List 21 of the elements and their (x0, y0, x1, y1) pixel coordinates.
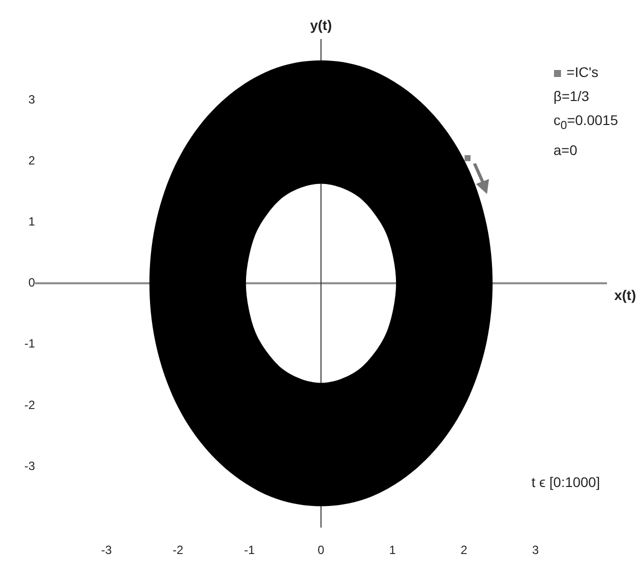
y-tick-label: -3 (24, 458, 36, 473)
x-tick-label: 0 (318, 543, 325, 558)
x-tick-label: 3 (532, 543, 540, 558)
x-tick-label: 2 (460, 543, 468, 558)
y-axis-title: y(t) (310, 16, 332, 33)
x-tick-label: -2 (172, 543, 184, 558)
y-tick-label: 3 (28, 92, 36, 106)
x-tick-label: 1 (389, 543, 396, 558)
y-tick-label: 2 (28, 153, 36, 168)
annotation: c$_{0}$=0.0015 (554, 111, 618, 134)
annotation: β=1/3 (554, 87, 590, 106)
x-axis-title: x(t) (614, 287, 636, 304)
y-tick-label: -2 (24, 398, 36, 412)
x-tick-label: -3 (101, 543, 112, 558)
legend-label: =IC's (566, 64, 598, 80)
y-tick-label: 0 (28, 276, 36, 290)
annotation: a=0 (554, 140, 578, 160)
y-tick-label: 1 (28, 214, 36, 229)
annotation: t ϵ [0:1000] (532, 474, 600, 490)
y-tick-label: -1 (24, 336, 36, 351)
x-tick-label: -1 (244, 543, 256, 558)
